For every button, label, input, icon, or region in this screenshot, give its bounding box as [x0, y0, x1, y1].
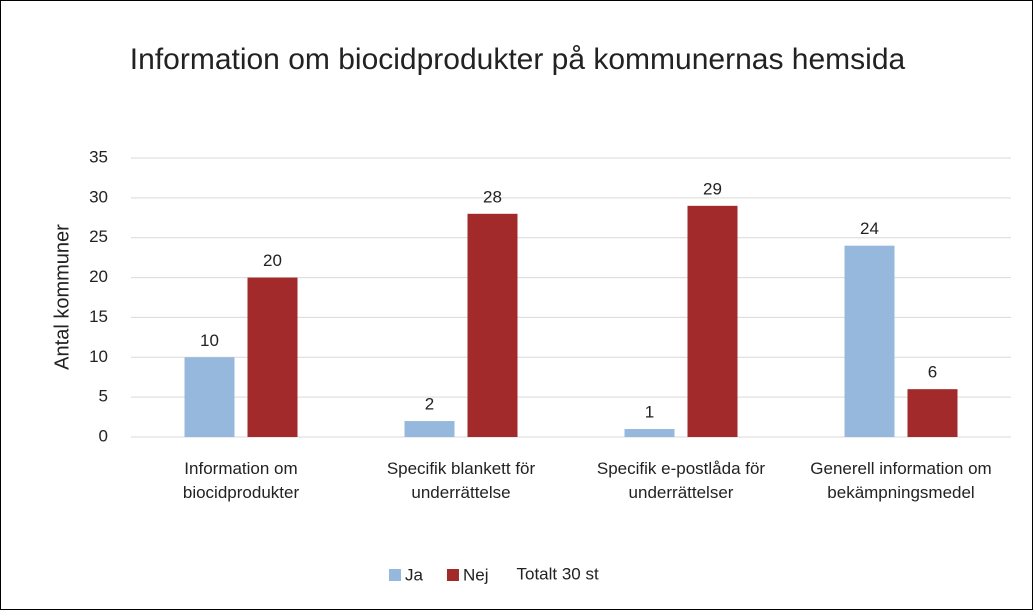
legend-label: Nej — [463, 565, 489, 584]
y-tick-label: 30 — [89, 187, 108, 206]
bar — [467, 213, 518, 437]
bar — [247, 277, 298, 437]
y-tick-label: 35 — [89, 147, 108, 166]
bar — [907, 389, 958, 437]
x-tick-label: Specifik blankett för underrättelse — [386, 459, 536, 502]
bar — [844, 245, 895, 437]
annotation: Totalt 30 st — [516, 564, 598, 583]
y-tick-label: 0 — [99, 426, 108, 445]
bar — [687, 205, 738, 437]
bar — [624, 429, 675, 437]
legend-swatch — [446, 569, 459, 581]
y-tick-label: 10 — [89, 347, 108, 366]
data-label: 10 — [200, 331, 219, 350]
data-label: 2 — [425, 395, 434, 414]
data-label: 20 — [263, 251, 282, 270]
data-label: 6 — [928, 363, 937, 382]
legend-swatch — [389, 569, 401, 581]
y-tick-label: 25 — [89, 227, 108, 246]
legend-label: Ja — [405, 565, 424, 584]
bar — [184, 357, 235, 437]
y-tick-label: 15 — [89, 307, 108, 326]
y-axis-label: Antal kommuner — [51, 224, 73, 370]
chart-title: Information om biocidprodukter på kommun… — [129, 43, 906, 76]
data-label: 29 — [703, 179, 722, 198]
y-tick-label: 20 — [89, 267, 108, 286]
data-label: 24 — [860, 219, 879, 238]
data-label: 1 — [645, 403, 654, 422]
y-tick-label: 5 — [99, 387, 108, 406]
x-tick-label: Information om biocidprodukter — [182, 459, 300, 502]
x-tick-label: Specifik e-postlåda för underrättelser — [596, 459, 766, 502]
bar — [404, 421, 455, 437]
x-tick-label: Generell information om bekämpningsmedel — [810, 459, 992, 502]
data-label: 28 — [483, 187, 502, 206]
